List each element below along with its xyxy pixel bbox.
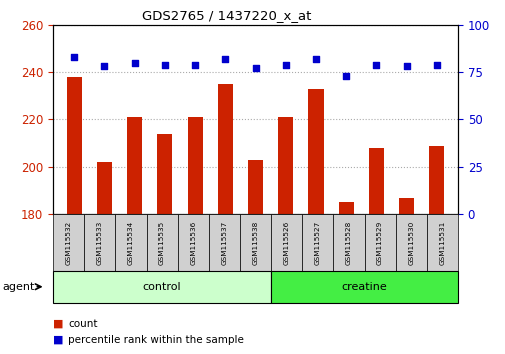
Point	[341, 73, 349, 79]
Point	[311, 56, 319, 62]
Text: GSM115530: GSM115530	[408, 220, 414, 265]
Text: GSM115537: GSM115537	[221, 220, 227, 265]
Text: GSM115528: GSM115528	[345, 220, 351, 265]
Text: GSM115527: GSM115527	[314, 220, 320, 265]
Point	[251, 65, 259, 71]
Text: GSM115538: GSM115538	[252, 220, 258, 265]
Point	[100, 64, 108, 69]
Text: GSM115526: GSM115526	[283, 220, 289, 265]
Bar	[217, 84, 232, 214]
Point	[191, 62, 199, 67]
Point	[130, 60, 138, 65]
Text: creatine: creatine	[341, 282, 387, 292]
Text: ■: ■	[53, 319, 64, 329]
Point	[221, 56, 229, 62]
Point	[402, 64, 410, 69]
Text: GSM115531: GSM115531	[438, 220, 444, 265]
Bar	[368, 148, 383, 214]
Text: GSM115536: GSM115536	[190, 220, 196, 265]
Bar	[187, 117, 203, 214]
Text: count: count	[68, 319, 97, 329]
Point	[432, 62, 440, 67]
Text: percentile rank within the sample: percentile rank within the sample	[68, 335, 244, 345]
Point	[372, 62, 380, 67]
Bar	[398, 198, 413, 214]
Text: GSM115529: GSM115529	[376, 220, 382, 265]
Point	[70, 54, 78, 60]
Bar	[308, 89, 323, 214]
Text: GSM115535: GSM115535	[159, 220, 165, 265]
Bar	[428, 145, 443, 214]
Bar	[157, 134, 172, 214]
Text: ■: ■	[53, 335, 64, 345]
Text: control: control	[142, 282, 181, 292]
Text: GDS2765 / 1437220_x_at: GDS2765 / 1437220_x_at	[141, 9, 311, 22]
Text: GSM115533: GSM115533	[96, 220, 103, 265]
Bar	[97, 162, 112, 214]
Text: agent: agent	[3, 282, 35, 292]
Text: GSM115532: GSM115532	[66, 220, 72, 265]
Text: GSM115534: GSM115534	[128, 220, 134, 265]
Bar	[247, 160, 263, 214]
Bar	[67, 77, 82, 214]
Point	[281, 62, 289, 67]
Bar	[127, 117, 142, 214]
Bar	[338, 202, 353, 214]
Bar	[278, 117, 293, 214]
Point	[161, 62, 169, 67]
